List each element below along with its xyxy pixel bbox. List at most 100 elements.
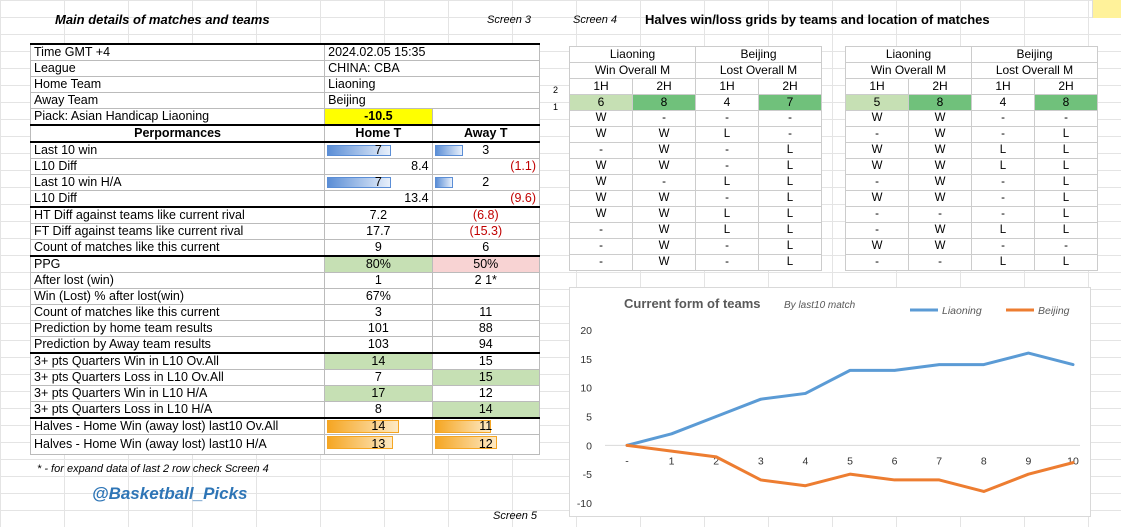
result-cell[interactable]: W — [908, 238, 972, 255]
home-value-cell[interactable]: 7 — [324, 141, 433, 159]
home-value[interactable]: 7.2 — [324, 206, 433, 224]
away-value[interactable]: 6 — [431, 239, 541, 257]
home-value-cell[interactable]: 14 — [324, 417, 433, 435]
result-cell[interactable]: W — [569, 206, 633, 223]
away-value-cell[interactable]: 12 — [431, 434, 541, 455]
result-cell[interactable]: L — [758, 174, 822, 191]
away-value[interactable]: 12 — [431, 385, 541, 402]
result-cell[interactable]: - — [971, 174, 1035, 191]
result-cell[interactable]: W — [632, 206, 696, 223]
result-cell[interactable]: - — [845, 206, 909, 223]
home-value[interactable]: 8 — [324, 401, 433, 419]
result-cell[interactable]: - — [632, 174, 696, 191]
result-cell[interactable]: L — [758, 222, 822, 239]
result-cell[interactable]: - — [758, 126, 822, 143]
away-value-cell[interactable]: 3 — [431, 141, 541, 159]
result-cell[interactable]: L — [695, 126, 759, 143]
result-cell[interactable]: L — [1034, 190, 1098, 207]
result-cell[interactable]: - — [845, 254, 909, 271]
result-cell[interactable]: - — [845, 222, 909, 239]
home-value[interactable]: 14 — [324, 352, 433, 370]
away-value[interactable]: 15 — [431, 369, 541, 386]
home-team-value[interactable]: Liaoning — [324, 76, 540, 93]
result-cell[interactable]: L — [1034, 142, 1098, 159]
count-cell[interactable]: 6 — [569, 94, 633, 111]
away-value[interactable]: 2 1* — [431, 272, 541, 289]
home-value[interactable]: 17.7 — [324, 223, 433, 240]
home-value[interactable]: 80% — [324, 255, 433, 273]
result-cell[interactable]: W — [845, 142, 909, 159]
away-value[interactable]: (15.3) — [431, 223, 541, 240]
result-cell[interactable]: L — [695, 222, 759, 239]
result-cell[interactable]: L — [1034, 254, 1098, 271]
home-value[interactable]: 7 — [324, 369, 433, 386]
result-cell[interactable]: L — [1034, 222, 1098, 239]
away-value[interactable]: 14 — [431, 401, 541, 419]
result-cell[interactable]: L — [1034, 126, 1098, 143]
away-value-cell[interactable]: 2 — [431, 174, 541, 191]
result-cell[interactable]: L — [1034, 174, 1098, 191]
away-value-cell[interactable]: 11 — [431, 417, 541, 435]
result-cell[interactable]: W — [845, 190, 909, 207]
away-value[interactable]: 88 — [431, 320, 541, 337]
result-cell[interactable]: - — [695, 238, 759, 255]
result-cell[interactable]: W — [632, 126, 696, 143]
result-cell[interactable]: W — [908, 190, 972, 207]
result-cell[interactable]: L — [758, 254, 822, 271]
result-cell[interactable]: - — [569, 238, 633, 255]
result-cell[interactable]: L — [971, 254, 1035, 271]
result-cell[interactable]: W — [845, 238, 909, 255]
result-cell[interactable]: L — [758, 190, 822, 207]
home-value-cell[interactable]: 7 — [324, 174, 433, 191]
result-cell[interactable]: W — [569, 174, 633, 191]
count-cell[interactable]: 8 — [908, 94, 972, 111]
home-value[interactable]: 8.4 — [324, 158, 433, 175]
result-cell[interactable]: - — [971, 238, 1035, 255]
result-cell[interactable]: - — [971, 126, 1035, 143]
result-cell[interactable]: - — [695, 190, 759, 207]
result-cell[interactable]: W — [569, 158, 633, 175]
result-cell[interactable]: W — [632, 222, 696, 239]
result-cell[interactable]: W — [908, 110, 972, 127]
home-value[interactable]: 101 — [324, 320, 433, 337]
result-cell[interactable]: L — [971, 222, 1035, 239]
result-cell[interactable]: W — [632, 158, 696, 175]
away-value[interactable]: 11 — [431, 304, 541, 321]
result-cell[interactable]: L — [1034, 158, 1098, 175]
time-value[interactable]: 2024.02.05 15:35 — [324, 43, 540, 61]
result-cell[interactable]: W — [908, 222, 972, 239]
result-cell[interactable]: W — [908, 126, 972, 143]
home-value[interactable]: 13.4 — [324, 190, 433, 208]
result-cell[interactable]: L — [758, 238, 822, 255]
result-cell[interactable]: - — [908, 206, 972, 223]
result-cell[interactable]: L — [971, 158, 1035, 175]
away-value[interactable]: (6.8) — [431, 206, 541, 224]
result-cell[interactable]: W — [908, 174, 972, 191]
league-value[interactable]: CHINA: CBA — [324, 60, 540, 77]
highlight-cell[interactable] — [1092, 0, 1121, 18]
result-cell[interactable]: - — [632, 110, 696, 127]
result-cell[interactable]: - — [845, 174, 909, 191]
result-cell[interactable]: W — [632, 238, 696, 255]
count-cell[interactable]: 4 — [971, 94, 1035, 111]
result-cell[interactable]: W — [569, 190, 633, 207]
result-cell[interactable]: L — [758, 142, 822, 159]
result-cell[interactable]: - — [908, 254, 972, 271]
count-cell[interactable]: 7 — [758, 94, 822, 111]
home-value[interactable]: 3 — [324, 304, 433, 321]
result-cell[interactable]: - — [971, 206, 1035, 223]
result-cell[interactable]: L — [758, 206, 822, 223]
home-value[interactable]: 1 — [324, 272, 433, 289]
result-cell[interactable]: - — [695, 254, 759, 271]
result-cell[interactable]: L — [695, 206, 759, 223]
handicap-value[interactable]: -10.5 — [324, 108, 433, 126]
result-cell[interactable]: - — [695, 158, 759, 175]
result-cell[interactable]: W — [632, 142, 696, 159]
away-value[interactable]: 94 — [431, 336, 541, 354]
result-cell[interactable]: - — [758, 110, 822, 127]
result-cell[interactable]: L — [695, 174, 759, 191]
result-cell[interactable]: - — [569, 254, 633, 271]
result-cell[interactable]: - — [569, 142, 633, 159]
away-value[interactable] — [431, 288, 541, 305]
result-cell[interactable]: W — [632, 190, 696, 207]
